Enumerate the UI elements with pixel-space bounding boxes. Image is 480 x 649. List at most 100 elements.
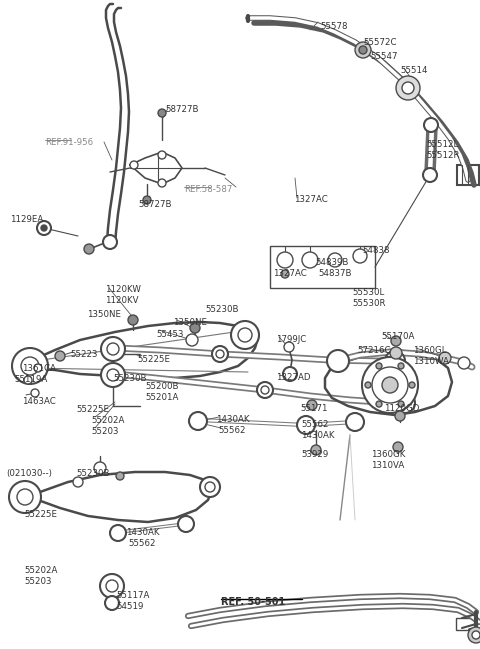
Text: 55170A: 55170A [381, 332, 414, 341]
Text: 55225E: 55225E [76, 405, 109, 414]
Circle shape [409, 382, 415, 388]
Circle shape [190, 323, 200, 333]
Text: 57216C: 57216C [357, 346, 391, 355]
Text: 54839B: 54839B [315, 258, 348, 267]
Circle shape [376, 363, 382, 369]
Circle shape [105, 596, 119, 610]
Text: 55562: 55562 [218, 426, 245, 435]
Text: 55512L: 55512L [426, 140, 458, 149]
Circle shape [106, 580, 118, 592]
Text: 55562: 55562 [301, 420, 328, 429]
Circle shape [158, 109, 166, 117]
Circle shape [100, 574, 124, 598]
Circle shape [12, 348, 48, 384]
Text: 53929: 53929 [301, 450, 328, 459]
Circle shape [205, 482, 215, 492]
Text: 54519: 54519 [116, 602, 144, 611]
Text: 55201A: 55201A [145, 393, 179, 402]
Text: 54837B: 54837B [318, 269, 351, 278]
Circle shape [395, 411, 405, 421]
Text: 55171: 55171 [300, 404, 327, 413]
Circle shape [398, 401, 404, 407]
Circle shape [116, 472, 124, 480]
Circle shape [55, 351, 65, 361]
Circle shape [468, 627, 480, 643]
Text: 55223: 55223 [70, 350, 97, 359]
Circle shape [231, 321, 259, 349]
Circle shape [186, 334, 198, 346]
Text: 55578: 55578 [320, 22, 348, 31]
Circle shape [365, 382, 371, 388]
Text: 1120KV: 1120KV [105, 296, 139, 305]
Text: 1430AK: 1430AK [216, 415, 250, 424]
Circle shape [277, 252, 293, 268]
Circle shape [24, 376, 32, 384]
Circle shape [391, 336, 401, 346]
Text: 1327AD: 1327AD [276, 373, 311, 382]
Circle shape [107, 343, 119, 355]
Text: 1360GK: 1360GK [371, 450, 406, 459]
Circle shape [158, 151, 166, 159]
Text: 1310VA: 1310VA [371, 461, 404, 470]
Text: 55230B: 55230B [113, 374, 146, 383]
Text: 55230B: 55230B [205, 305, 239, 314]
Circle shape [101, 363, 125, 387]
Text: 55453: 55453 [156, 330, 183, 339]
Circle shape [346, 413, 364, 431]
Text: 1350NE: 1350NE [87, 310, 121, 319]
Circle shape [9, 481, 41, 513]
Circle shape [472, 631, 480, 639]
Circle shape [130, 161, 138, 169]
Circle shape [355, 42, 371, 58]
Circle shape [458, 357, 470, 369]
Text: 55203: 55203 [91, 427, 119, 436]
Text: 1129EA: 1129EA [10, 215, 43, 224]
Text: 58727B: 58727B [165, 105, 199, 114]
Circle shape [94, 462, 106, 474]
Circle shape [327, 350, 349, 372]
Text: 55530L: 55530L [352, 288, 384, 297]
Circle shape [73, 477, 83, 487]
Circle shape [257, 382, 273, 398]
Circle shape [353, 249, 367, 263]
Circle shape [84, 244, 94, 254]
Text: REF.58-587: REF.58-587 [184, 185, 232, 194]
Text: 55547: 55547 [370, 52, 397, 61]
Circle shape [238, 328, 252, 342]
Text: 1361CA: 1361CA [22, 364, 56, 373]
Circle shape [398, 363, 404, 369]
Circle shape [284, 342, 294, 352]
Text: 55202A: 55202A [91, 416, 124, 425]
Circle shape [103, 235, 117, 249]
Text: 1430AK: 1430AK [126, 528, 159, 537]
Bar [457, 165, 479, 185]
Circle shape [21, 357, 39, 375]
Circle shape [178, 516, 194, 532]
Text: 1120KW: 1120KW [105, 285, 141, 294]
Bar [456, 618, 476, 630]
Circle shape [395, 393, 415, 413]
Text: 55202A: 55202A [24, 566, 58, 575]
Circle shape [382, 377, 398, 393]
Circle shape [261, 386, 269, 394]
Bar [270, 246, 375, 288]
Text: 55225E: 55225E [24, 510, 57, 519]
Circle shape [385, 351, 405, 371]
Text: 1310WA: 1310WA [413, 357, 449, 366]
Circle shape [110, 525, 126, 541]
Circle shape [297, 416, 315, 434]
Circle shape [362, 357, 418, 413]
Text: 55562: 55562 [128, 539, 156, 548]
Text: REF.91-956: REF.91-956 [45, 138, 93, 147]
Circle shape [101, 337, 125, 361]
Circle shape [402, 82, 414, 94]
Circle shape [31, 389, 39, 397]
Circle shape [439, 352, 451, 364]
Text: 1430AK: 1430AK [301, 431, 335, 440]
Circle shape [302, 252, 318, 268]
Text: 1799JC: 1799JC [276, 335, 306, 344]
Text: (021030--): (021030--) [6, 469, 52, 478]
Text: 55530R: 55530R [352, 299, 385, 308]
Circle shape [393, 442, 403, 452]
Text: 55117A: 55117A [116, 591, 149, 600]
